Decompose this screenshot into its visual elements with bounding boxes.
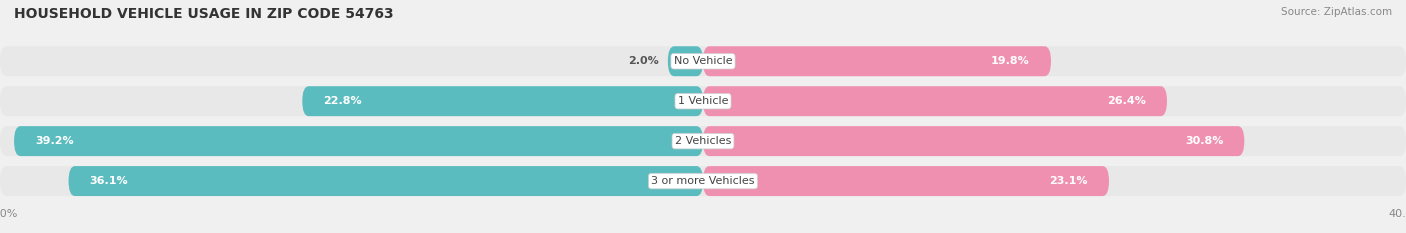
FancyBboxPatch shape (703, 166, 1109, 196)
Text: HOUSEHOLD VEHICLE USAGE IN ZIP CODE 54763: HOUSEHOLD VEHICLE USAGE IN ZIP CODE 5476… (14, 7, 394, 21)
FancyBboxPatch shape (0, 126, 1406, 156)
Text: 30.8%: 30.8% (1185, 136, 1223, 146)
FancyBboxPatch shape (0, 46, 1406, 76)
FancyBboxPatch shape (0, 166, 1406, 196)
Text: 23.1%: 23.1% (1049, 176, 1088, 186)
Text: 36.1%: 36.1% (90, 176, 128, 186)
Text: 22.8%: 22.8% (323, 96, 361, 106)
Text: 2.0%: 2.0% (628, 56, 659, 66)
FancyBboxPatch shape (668, 46, 703, 76)
Text: Source: ZipAtlas.com: Source: ZipAtlas.com (1281, 7, 1392, 17)
FancyBboxPatch shape (703, 46, 1052, 76)
Text: 2 Vehicles: 2 Vehicles (675, 136, 731, 146)
Text: 39.2%: 39.2% (35, 136, 73, 146)
FancyBboxPatch shape (69, 166, 703, 196)
Text: No Vehicle: No Vehicle (673, 56, 733, 66)
FancyBboxPatch shape (302, 86, 703, 116)
Text: 3 or more Vehicles: 3 or more Vehicles (651, 176, 755, 186)
Text: 26.4%: 26.4% (1107, 96, 1146, 106)
Text: 1 Vehicle: 1 Vehicle (678, 96, 728, 106)
FancyBboxPatch shape (0, 86, 1406, 116)
FancyBboxPatch shape (703, 126, 1244, 156)
FancyBboxPatch shape (14, 126, 703, 156)
FancyBboxPatch shape (703, 86, 1167, 116)
Text: 19.8%: 19.8% (991, 56, 1029, 66)
